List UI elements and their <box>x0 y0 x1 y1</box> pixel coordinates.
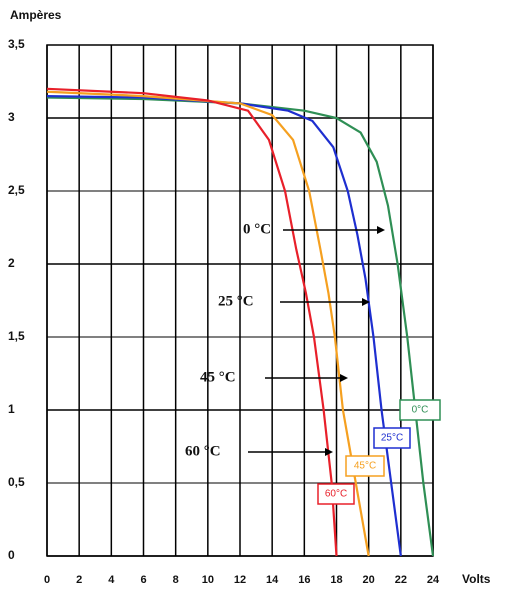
x-tick-label: 18 <box>330 574 342 586</box>
y-tick-label: 3,5 <box>8 37 25 51</box>
x-tick-label: 20 <box>363 574 375 586</box>
legend-label: 0°C <box>412 405 429 416</box>
y-tick-label: 2,5 <box>8 183 25 197</box>
x-tick-label: 12 <box>234 574 246 586</box>
y-tick-label: 1,5 <box>8 329 25 343</box>
legend-label: 60°C <box>325 489 347 500</box>
x-tick-label: 14 <box>266 574 279 586</box>
x-tick-label: 6 <box>140 574 146 586</box>
x-tick-label: 10 <box>202 574 214 586</box>
series-line <box>46 90 370 557</box>
annotation: 0 °C <box>243 221 271 237</box>
annotation: 45 °C <box>200 369 236 385</box>
y-tick-label: 0 <box>8 548 15 562</box>
arrow-head <box>325 448 333 456</box>
y-tick-label: 0,5 <box>8 475 25 489</box>
x-tick-label: 0 <box>44 574 50 586</box>
arrow-head <box>362 298 370 306</box>
y-tick-label: 2 <box>8 256 15 270</box>
legend-box <box>317 483 355 505</box>
annotation: 60 °C <box>185 443 221 459</box>
y-axis-label: Ampères <box>10 8 62 22</box>
legend-box <box>399 399 441 421</box>
legend-box <box>345 455 385 477</box>
arrow-head <box>377 226 385 234</box>
x-tick-label: 24 <box>427 574 440 586</box>
arrow-head <box>340 374 348 382</box>
x-axis-label: Volts <box>462 572 491 586</box>
x-tick-label: 22 <box>395 574 407 586</box>
x-tick-label: 16 <box>298 574 310 586</box>
series-line <box>46 87 338 557</box>
legend-label: 25°C <box>381 433 403 444</box>
legend-label: 45°C <box>354 461 376 472</box>
x-tick-label: 2 <box>76 574 82 586</box>
y-tick-label: 3 <box>8 110 15 124</box>
annotation: 25 °C <box>218 293 254 309</box>
plot-border <box>46 44 434 557</box>
y-tick-label: 1 <box>8 402 15 416</box>
x-tick-label: 8 <box>173 574 179 586</box>
legend-box <box>373 427 411 449</box>
x-tick-label: 4 <box>108 574 115 586</box>
